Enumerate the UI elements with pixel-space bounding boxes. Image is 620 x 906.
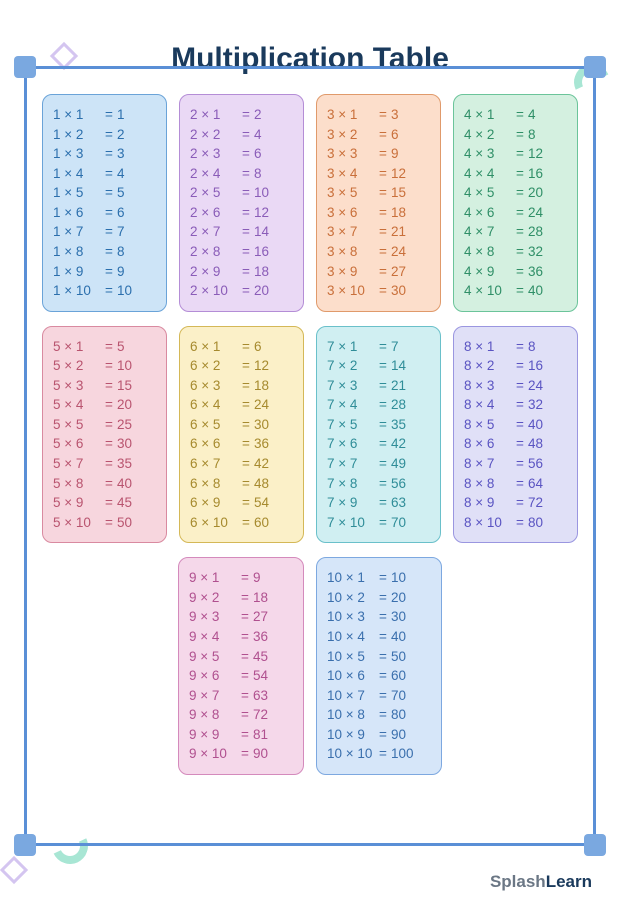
brand-logo: SplashLearn — [490, 872, 592, 892]
brand-suffix: Learn — [546, 872, 592, 891]
frame-corner — [14, 56, 36, 78]
outer-frame — [24, 66, 596, 846]
brand-prefix: Splash — [490, 872, 546, 891]
frame-corner — [584, 56, 606, 78]
decoration-diamond — [0, 856, 28, 884]
frame-corner — [584, 834, 606, 856]
frame-corner — [14, 834, 36, 856]
